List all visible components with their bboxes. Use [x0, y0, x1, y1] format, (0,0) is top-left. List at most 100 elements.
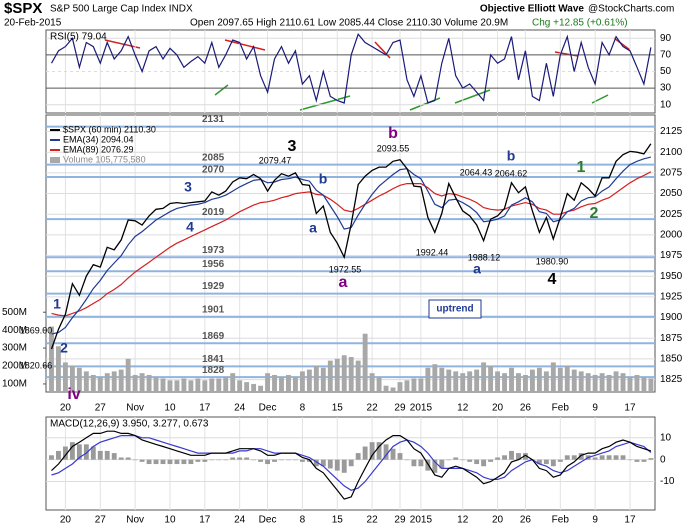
y2-tick-label: 200M	[2, 361, 27, 372]
level-label: 1828	[202, 365, 225, 376]
bar	[606, 374, 612, 392]
bar	[188, 459, 194, 465]
x-tick-label: 26	[520, 515, 532, 526]
bar	[502, 455, 507, 460]
bar	[292, 376, 298, 392]
annotation: b	[507, 148, 516, 164]
y2-tick-label: 300M	[2, 343, 27, 354]
bar	[104, 373, 110, 392]
x-tick-label: 17	[624, 403, 636, 414]
level-label: 2085	[202, 152, 225, 163]
y-tick-label: 0	[660, 454, 666, 465]
bar	[153, 459, 159, 465]
annotation: 2079.47	[259, 155, 292, 165]
x-tick-label: 12	[457, 515, 469, 526]
bar	[509, 450, 514, 460]
bar	[202, 380, 208, 392]
bar	[341, 355, 347, 392]
bar	[69, 366, 75, 392]
bar	[320, 367, 326, 392]
bar	[404, 380, 410, 392]
level-label: 1956	[202, 259, 225, 270]
x-tick-label: Feb	[552, 403, 570, 414]
x-tick-label: Feb	[552, 515, 570, 526]
trendline	[299, 95, 351, 111]
series-line	[50, 143, 652, 350]
bar	[446, 459, 452, 461]
bar	[265, 373, 270, 392]
bar	[397, 453, 403, 460]
bar	[613, 455, 619, 460]
bar	[160, 459, 166, 465]
bar	[627, 376, 633, 392]
bar	[460, 373, 466, 392]
bar	[592, 457, 598, 460]
bar	[641, 376, 647, 392]
bar	[648, 458, 654, 460]
y-tick-label: -10	[660, 476, 675, 487]
bar	[97, 376, 103, 392]
bar	[327, 459, 333, 469]
x-tick-label: Nov	[126, 515, 144, 526]
bar	[411, 378, 417, 392]
y-tick-label: 2100	[660, 147, 683, 158]
x-tick-label: 9	[592, 403, 598, 414]
bar	[536, 367, 542, 392]
bar	[125, 358, 131, 392]
bar	[251, 459, 257, 461]
bar	[543, 459, 549, 465]
annotation: 1980.90	[536, 256, 569, 266]
price-panel	[45, 114, 656, 393]
y2-tick-label: 500M	[2, 307, 27, 318]
bar	[467, 371, 473, 392]
bar	[341, 459, 347, 473]
index-name: S&P 500 Large Cap Index INDX	[50, 4, 193, 15]
bar	[474, 459, 480, 465]
bar	[334, 358, 340, 392]
bar	[557, 367, 563, 392]
bar	[230, 373, 236, 392]
bar	[453, 457, 459, 460]
x-tick-label: 12	[457, 403, 469, 414]
bar	[62, 446, 68, 460]
series-line	[51, 156, 652, 335]
bar	[411, 459, 417, 467]
panel-title: MACD(12,26,9) 3.950, 3.277, 0.673	[50, 419, 209, 430]
bar	[550, 362, 556, 392]
bar	[536, 459, 542, 465]
y-tick-label: 90	[660, 33, 672, 44]
bar	[523, 453, 528, 460]
y-tick-label: 1850	[660, 354, 683, 365]
y-tick-label: 1950	[660, 271, 683, 282]
annotation: 1972.55	[329, 264, 362, 274]
x-tick-label: 17	[199, 515, 211, 526]
bar	[425, 367, 431, 392]
y-tick-label: 1975	[660, 250, 683, 261]
bar	[146, 374, 152, 392]
trendline	[104, 39, 141, 49]
bar	[56, 450, 61, 460]
bar	[223, 376, 229, 392]
y-tick-label: 1925	[660, 292, 683, 303]
bar	[543, 371, 549, 392]
bar	[474, 369, 480, 392]
bar	[418, 459, 424, 467]
bar	[49, 326, 54, 392]
legend-label: $SPX (60 min) 2110.30	[63, 124, 156, 134]
bar	[216, 459, 222, 461]
bar	[453, 371, 459, 392]
bar	[481, 362, 487, 392]
bar	[244, 457, 250, 460]
bar	[634, 374, 640, 392]
bar	[564, 366, 570, 392]
level-label: 1841	[202, 354, 225, 365]
legend-label: Volume 105,775,580	[63, 154, 146, 164]
bar	[272, 374, 277, 392]
bar	[509, 367, 514, 392]
trendline	[613, 37, 631, 51]
y-tick-label: 70	[660, 50, 672, 61]
x-tick-label: 20	[492, 403, 504, 414]
bar	[251, 383, 257, 392]
annotation: iv	[67, 386, 80, 403]
bar	[383, 444, 389, 460]
